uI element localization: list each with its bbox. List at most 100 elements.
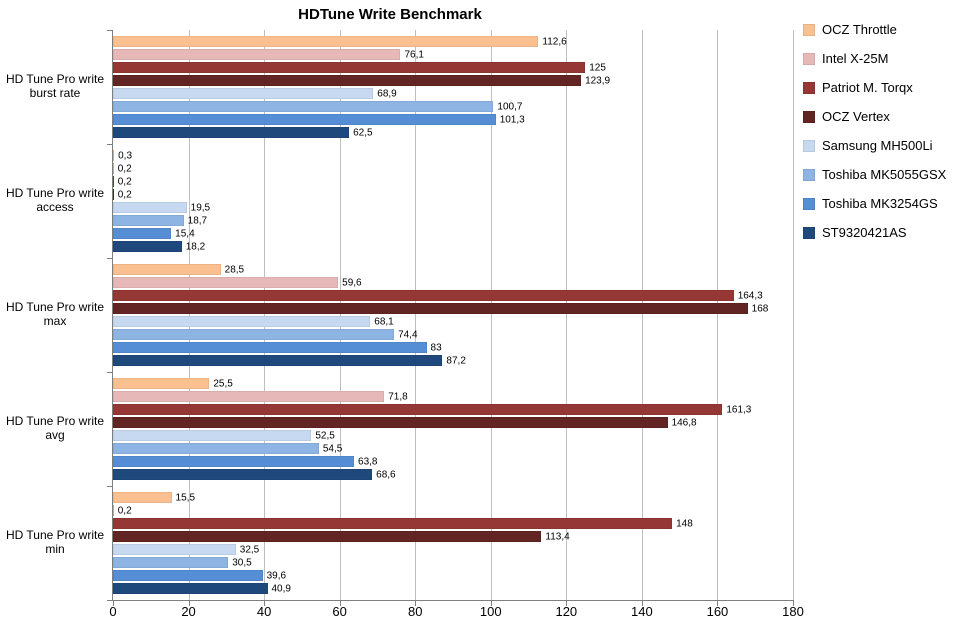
bar (113, 355, 442, 366)
x-tick-label: 100 (480, 600, 502, 619)
category-label: HD Tune Pro write max (5, 301, 113, 329)
bar-value-label: 68,1 (374, 316, 393, 327)
bar-value-label: 25,5 (213, 378, 232, 389)
bar (113, 316, 370, 327)
bar (113, 329, 394, 340)
bar-value-label: 0,2 (118, 505, 132, 516)
bar (113, 75, 581, 86)
legend-swatch (803, 24, 815, 36)
legend-label: OCZ Throttle (822, 22, 897, 37)
y-tick (107, 600, 113, 601)
legend-swatch (803, 140, 815, 152)
legend-swatch (803, 111, 815, 123)
chart-title: HDTune Write Benchmark (0, 6, 780, 23)
bar-value-label: 113,4 (545, 531, 569, 542)
bar-value-label: 19,5 (191, 202, 210, 213)
bar (113, 544, 236, 555)
category-label: HD Tune Pro write avg (5, 415, 113, 443)
bar (113, 443, 319, 454)
bar-value-label: 63,8 (358, 456, 377, 467)
bar (113, 303, 748, 314)
bar (113, 391, 384, 402)
bar (113, 163, 114, 174)
bar-value-label: 68,6 (376, 469, 395, 480)
legend-label: Samsung MH500Li (822, 138, 933, 153)
bar (113, 127, 349, 138)
legend-swatch (803, 82, 815, 94)
bar-value-label: 164,3 (738, 290, 763, 301)
bar-value-label: 146,8 (672, 417, 697, 428)
bar-value-label: 161,3 (726, 404, 751, 415)
bar (113, 570, 263, 581)
bar (113, 114, 496, 125)
bar (113, 277, 338, 288)
x-tick-label: 160 (707, 600, 729, 619)
legend-swatch (803, 169, 815, 181)
bar-value-label: 54,5 (323, 443, 342, 454)
legend-label: Toshiba MK3254GS (822, 196, 938, 211)
legend-item: Intel X-25M (803, 51, 958, 66)
bar-value-label: 52,5 (315, 430, 334, 441)
bar (113, 417, 668, 428)
bar-value-label: 125 (589, 62, 606, 73)
bar (113, 378, 209, 389)
bar (113, 557, 228, 568)
legend-swatch (803, 198, 815, 210)
bar (113, 531, 541, 542)
legend-label: OCZ Vertex (822, 109, 890, 124)
bar (113, 62, 585, 73)
legend-item: Toshiba MK3254GS (803, 196, 958, 211)
category-label: HD Tune Pro write access (5, 187, 113, 215)
bar (113, 264, 221, 275)
bar-value-label: 30,5 (232, 557, 251, 568)
bar-value-label: 87,2 (446, 355, 465, 366)
legend-label: Patriot M. Torqx (822, 80, 913, 95)
bar (113, 469, 372, 480)
grid-line (566, 30, 567, 600)
bar-value-label: 62,5 (353, 127, 372, 138)
category-label: HD Tune Pro write min (5, 529, 113, 557)
x-tick-label: 120 (555, 600, 577, 619)
bar (113, 518, 672, 529)
bar-value-label: 0,2 (118, 163, 132, 174)
bar-value-label: 32,5 (240, 544, 259, 555)
bar-value-label: 18,2 (186, 241, 205, 252)
bar (113, 215, 184, 226)
grid-line (717, 30, 718, 600)
bar (113, 101, 493, 112)
x-tick-label: 0 (109, 600, 116, 619)
bar (113, 404, 722, 415)
bar (113, 36, 538, 47)
x-tick-label: 40 (257, 600, 271, 619)
bar (113, 202, 187, 213)
chart-plot-area: 020406080100120140160180HD Tune Pro writ… (112, 30, 793, 601)
bar (113, 342, 427, 353)
bar (113, 241, 182, 252)
y-tick (107, 486, 113, 487)
bar-value-label: 18,7 (188, 215, 207, 226)
bar-value-label: 40,9 (272, 583, 291, 594)
bar (113, 492, 172, 503)
grid-line (793, 30, 794, 600)
bar-value-label: 15,5 (176, 492, 195, 503)
legend-label: Intel X-25M (822, 51, 888, 66)
bar-value-label: 28,5 (225, 264, 244, 275)
bar (113, 176, 114, 187)
y-tick (107, 372, 113, 373)
bar (113, 88, 373, 99)
legend-item: OCZ Throttle (803, 22, 958, 37)
legend-swatch (803, 53, 815, 65)
bar-value-label: 83 (431, 342, 442, 353)
bar-value-label: 74,4 (398, 329, 417, 340)
bar (113, 290, 734, 301)
y-tick (107, 30, 113, 31)
y-tick (107, 258, 113, 259)
bar-value-label: 59,6 (342, 277, 361, 288)
bar-value-label: 148 (676, 518, 693, 529)
chart-legend: OCZ Throttle Intel X-25M Patriot M. Torqx O… (803, 22, 958, 254)
bar (113, 228, 171, 239)
bar-value-label: 0,2 (118, 189, 132, 200)
bar-value-label: 101,3 (500, 114, 525, 125)
bar (113, 456, 354, 467)
bar-value-label: 123,9 (585, 75, 610, 86)
